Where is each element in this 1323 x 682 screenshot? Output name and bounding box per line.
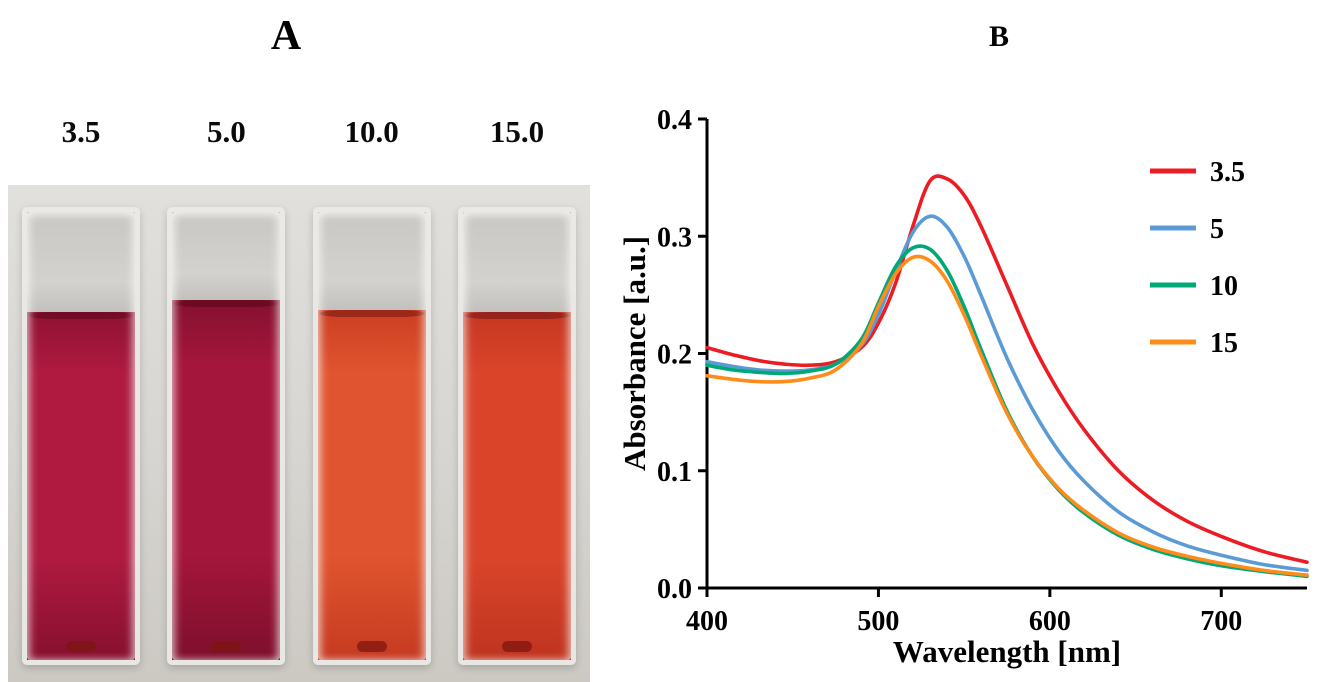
cuvette bbox=[312, 207, 431, 665]
x-axis-title: Wavelength [nm] bbox=[893, 634, 1121, 669]
cuvette-label-row: 3.5 5.0 10.0 15.0 bbox=[8, 114, 590, 150]
cuvette-base-notch bbox=[211, 641, 242, 652]
cuvette-liquid bbox=[462, 312, 571, 660]
cuvette-air-gap bbox=[317, 212, 426, 310]
cuvette bbox=[167, 207, 286, 665]
x-tick-label: 700 bbox=[1200, 606, 1242, 637]
cuvette-air-gap bbox=[27, 212, 135, 312]
cuvette bbox=[22, 207, 140, 665]
cuvette-concentration-label: 10.0 bbox=[344, 114, 399, 149]
cuvette-base-notch bbox=[66, 641, 96, 652]
legend-label-15: 15 bbox=[1210, 328, 1238, 359]
absorbance-spectrum-chart: 400 500 600 700 0.0 0.1 0.2 0.3 0.4 Wavelength [n… bbox=[617, 105, 1309, 669]
cuvette-base-notch bbox=[356, 641, 387, 652]
series-line-10 bbox=[705, 244, 1309, 579]
cuvette-concentration-label: 5.0 bbox=[206, 114, 246, 149]
x-tick-label: 600 bbox=[1029, 606, 1071, 637]
cuvette-liquid bbox=[317, 310, 426, 660]
y-tick-label: 0.0 bbox=[657, 574, 692, 605]
panel-b: B 400 500 600 700 0.0 0.1 0.2 0.3 0.4 Wavelength … bbox=[615, 0, 1323, 682]
legend-label-10: 10 bbox=[1210, 271, 1238, 302]
cuvette-photo bbox=[8, 185, 590, 682]
series-line-15 bbox=[705, 254, 1309, 577]
legend-label-3.5: 3.5 bbox=[1210, 157, 1245, 188]
x-tick-label: 400 bbox=[686, 606, 728, 637]
x-tick-label: 500 bbox=[857, 606, 899, 637]
cuvette-concentration-label: 15.0 bbox=[489, 114, 545, 149]
cuvette-air-gap bbox=[462, 212, 571, 312]
legend-label-5: 5 bbox=[1210, 214, 1224, 245]
series-line-5 bbox=[705, 214, 1309, 573]
cuvette-base-notch bbox=[501, 641, 532, 652]
panel-b-label: B bbox=[988, 20, 1009, 53]
y-tick-label: 0.3 bbox=[657, 222, 692, 253]
y-tick-label: 0.4 bbox=[657, 105, 692, 136]
y-tick-label: 0.1 bbox=[657, 457, 692, 488]
cuvette-liquid bbox=[27, 312, 135, 660]
panel-a: A 3.5 5.0 10.0 15.0 bbox=[0, 0, 608, 682]
panel-a-label: A bbox=[270, 13, 302, 59]
cuvette-concentration-label: 3.5 bbox=[61, 114, 101, 149]
y-axis-title: Absorbance [a.u.] bbox=[617, 236, 652, 471]
series-line-3.5 bbox=[705, 174, 1309, 564]
cuvette bbox=[457, 207, 576, 665]
cuvette-liquid bbox=[172, 300, 281, 660]
cuvette-air-gap bbox=[172, 212, 281, 300]
y-tick-label: 0.2 bbox=[657, 340, 692, 371]
